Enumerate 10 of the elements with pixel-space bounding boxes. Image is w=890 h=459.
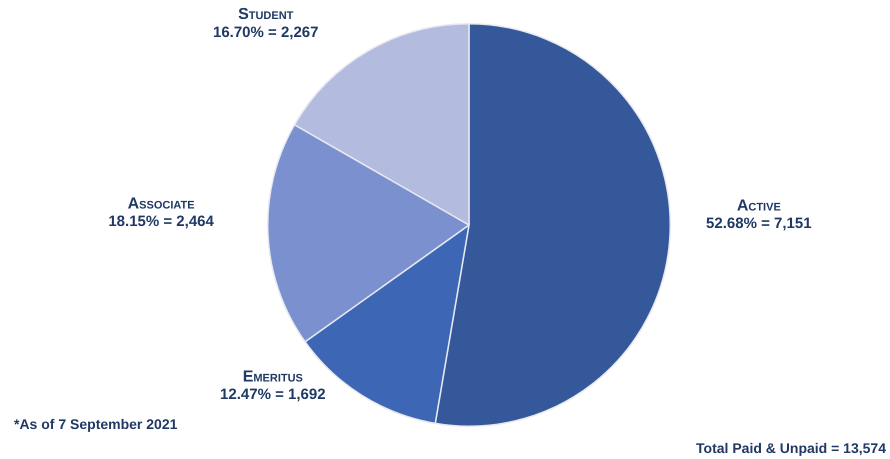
data-label: 52.68% = 7,151 xyxy=(706,215,812,232)
data-label: 18.15% = 2,464 xyxy=(108,213,214,230)
slice-label: Associate xyxy=(128,195,195,212)
data-label: 16.70% = 2,267 xyxy=(212,24,318,41)
slice-label: Student xyxy=(238,6,294,24)
data-label: 12.47% = 1,692 xyxy=(220,386,326,404)
slice-label: Emeritus xyxy=(242,368,303,386)
text: *As of 7 September 2021 xyxy=(14,416,178,432)
slice-label: Active xyxy=(736,197,781,214)
text: Total Paid & Unpaid = 13,574 xyxy=(696,440,886,456)
